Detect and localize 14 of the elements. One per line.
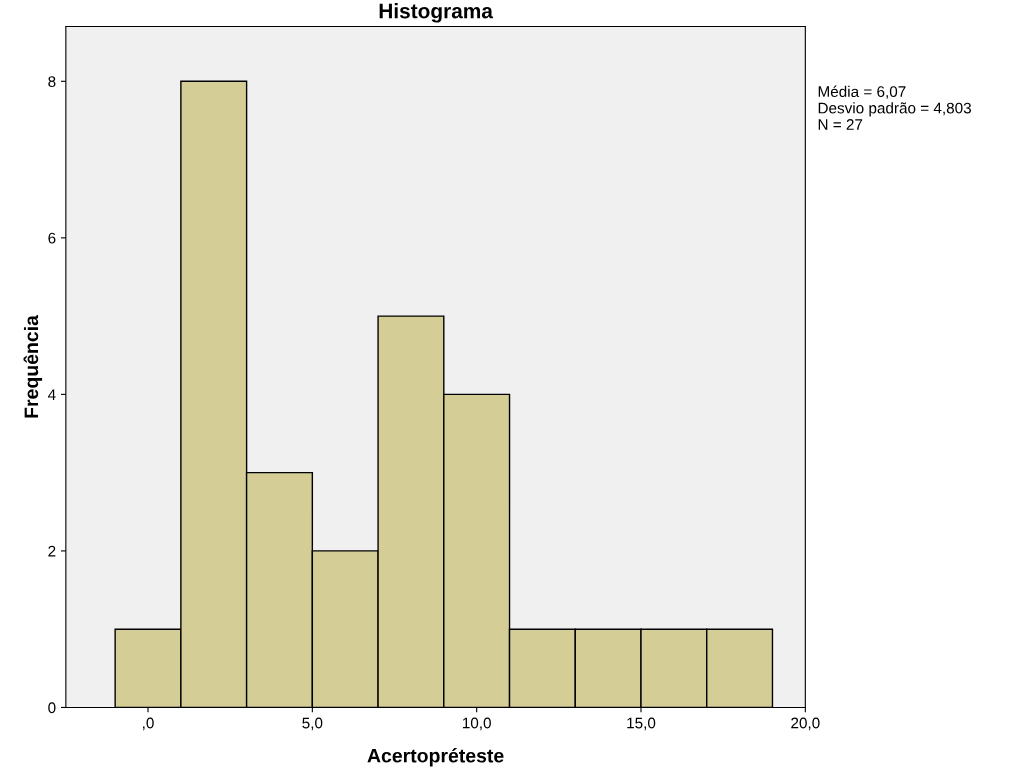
- x-tick-label: 20,0: [791, 717, 820, 731]
- y-tick-label: 0: [48, 702, 56, 714]
- x-axis-title: Acertopréteste: [367, 748, 504, 767]
- y-tick-label: 8: [48, 76, 56, 87]
- x-tick-label: 15,0: [627, 717, 656, 731]
- text: Média = 6,07 Desvio padrão = 4,803 N = 27: [818, 85, 971, 130]
- y-tick-label: 6: [48, 232, 56, 244]
- x-tick-label: 5,0: [302, 717, 323, 731]
- y-axis-title: Frequência: [23, 314, 43, 418]
- x-tick-label: ,0: [143, 717, 154, 731]
- y-tick-label: 4: [47, 389, 56, 400]
- x-tick-label: 10,0: [462, 717, 491, 731]
- y-tick-label: 2: [48, 545, 56, 557]
- chart-title: Histograma: [379, 3, 494, 23]
